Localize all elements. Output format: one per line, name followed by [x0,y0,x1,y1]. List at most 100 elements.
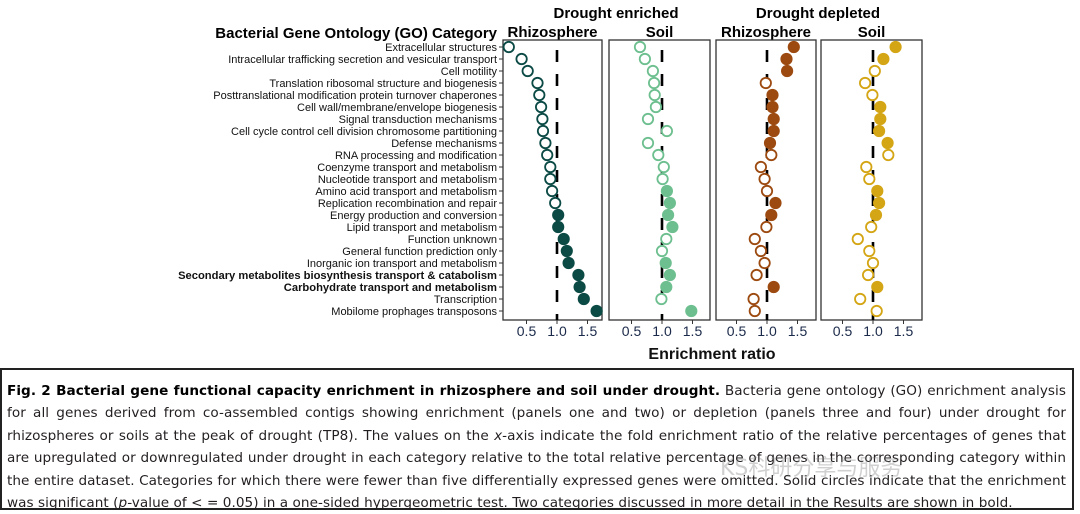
panel-title: Soil [646,24,674,41]
category-label: Function unknown [408,234,497,246]
non-significant-point [515,52,528,66]
non-significant-point [545,184,559,198]
non-significant-point [531,76,544,90]
non-significant-point [870,304,883,318]
non-significant-point [641,136,655,150]
x-tick-label: 1.5 [894,323,914,339]
non-significant-point [656,172,669,186]
category-label: Mobilome prophages transposons [331,306,497,318]
non-significant-point [638,52,652,66]
significant-point [560,244,573,258]
category-label: Posttranslational modification protein t… [213,90,497,102]
category-label: General function prediction only [342,246,497,258]
category-label: Translation ribosomal structure and biog… [269,78,497,90]
panel-title: Soil [858,24,886,41]
non-significant-point [534,100,548,114]
significant-point [660,184,674,198]
significant-point [685,304,698,318]
non-significant-point [502,40,515,54]
non-significant-point [863,172,876,186]
caption-p-italic: p [118,495,128,512]
non-significant-point [641,112,655,126]
non-significant-point [655,244,669,258]
non-significant-point [765,148,778,162]
non-significant-point [854,292,867,306]
category-label: Lipid transport and metabolism [347,222,497,234]
category-label: RNA processing and modification [335,150,497,162]
significant-point [552,208,565,222]
non-significant-point [865,220,878,234]
caption-body-2: -axis indicate the fold enrichment ratio… [7,427,1066,512]
significant-point [557,232,570,246]
non-significant-point [758,256,771,270]
significant-point [877,52,890,66]
x-tick-label: 1.5 [683,323,703,339]
non-significant-point [655,292,668,306]
non-significant-point [647,76,661,90]
category-label: Nucleotide transport and metabolism [318,174,497,186]
panel-title: Rhizosphere [721,24,811,41]
significant-point [666,220,679,234]
non-significant-point [536,124,550,138]
x-tick-label: 1.5 [788,323,808,339]
significant-point [767,124,780,138]
non-significant-point [649,100,663,114]
significant-point [872,124,886,138]
category-label: Cell motility [441,66,498,78]
x-tick-label: 1.0 [547,323,567,339]
significant-point [562,256,575,270]
significant-point [881,136,894,150]
non-significant-point [759,76,772,90]
non-significant-point [521,64,534,78]
y-axis-title: Bacterial Gene Ontology (GO) Category [215,25,497,42]
category-label: Replication recombination and repair [318,198,497,210]
x-tick-label: 0.5 [727,323,747,339]
non-significant-point [748,304,761,318]
panel-frame [502,39,603,321]
panel-frame [820,39,923,321]
non-significant-point [858,76,872,90]
caption-title: Fig. 2 Bacterial gene functional capacit… [7,383,721,399]
category-label: Carbohydrate transport and metabolism [284,282,497,294]
x-tick-label: 1.0 [652,323,672,339]
x-tick-label: 0.5 [517,323,537,339]
non-significant-point [863,244,876,258]
caption-body-1: Bacteria gene ontology (GO) enrichment a… [7,383,1067,444]
x-tick-label: 1.0 [757,323,777,339]
significant-point [769,196,782,210]
panel-frame [608,39,711,321]
non-significant-point [633,40,647,54]
significant-point [871,184,884,198]
category-label: Cell cycle control cell division chromos… [231,126,497,138]
significant-point [780,52,793,66]
category-label: Inorganic ion transport and metabolism [307,258,497,270]
non-significant-point [866,88,879,102]
x-tick-label: 1.5 [578,323,598,339]
significant-point [573,280,586,294]
non-significant-point [747,292,760,306]
category-label: Amino acid transport and metabolism [315,186,497,198]
significant-point [660,280,673,294]
category-label: Intracellular trafficking secretion and … [228,54,497,66]
x-tick-label: 0.5 [622,323,642,339]
non-significant-point [657,160,670,174]
figure-caption: Fig. 2 Bacterial gene functional capacit… [0,368,1074,512]
non-significant-point [748,232,761,246]
significant-point [572,268,585,282]
significant-point [767,112,780,126]
group-header-enriched: Drought enriched [553,5,678,22]
caption-body-3: -value of < = 0.05) in a one-sided hyper… [127,495,1013,512]
category-label: Coenzyme transport and metabolism [317,162,497,174]
x-axis-title: Enrichment ratio [648,346,775,363]
significant-point [590,304,603,318]
significant-point [577,292,590,306]
x-tick-label: 1.0 [863,323,883,339]
significant-point [874,100,887,114]
significant-point [663,196,677,210]
non-significant-point [866,256,880,270]
non-significant-point [754,160,768,174]
non-significant-point [544,160,557,174]
group-header-depleted: Drought depleted [756,5,880,22]
non-significant-point [539,136,552,150]
significant-point [874,112,887,126]
